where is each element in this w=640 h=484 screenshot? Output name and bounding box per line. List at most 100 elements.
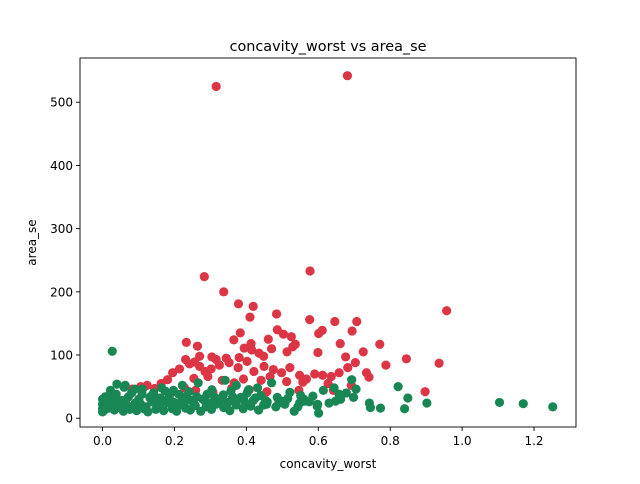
- y-tick-label: 200: [50, 285, 73, 299]
- scatter-point: [420, 387, 430, 397]
- x-tick-label: 0.0: [93, 434, 112, 448]
- scatter-point: [130, 384, 140, 394]
- y-tick-label: 0: [65, 412, 73, 426]
- scatter-point: [239, 343, 249, 353]
- scatter-point: [252, 383, 263, 393]
- scatter-point: [329, 383, 339, 393]
- scatter-point: [442, 306, 452, 316]
- scatter-point: [241, 399, 251, 409]
- scatter-point: [381, 360, 391, 370]
- scatter-point: [434, 358, 444, 368]
- scatter-point: [133, 399, 143, 409]
- scatter-point: [174, 364, 185, 374]
- x-tick-label: 0.6: [309, 434, 328, 448]
- x-axis: 0.0 0.2 0.4 0.6 0.8 1.0 1.2: [93, 427, 544, 448]
- scatter-point: [422, 398, 432, 408]
- scatter-point: [347, 375, 357, 385]
- scatter-point: [401, 354, 411, 364]
- scatter-point: [159, 406, 169, 416]
- chart-title: concavity_worst vs area_se: [230, 39, 427, 55]
- scatter-point: [192, 341, 203, 351]
- scatter-point: [330, 316, 340, 327]
- y-tick-label: 100: [50, 349, 73, 363]
- x-tick-label: 0.2: [165, 434, 184, 448]
- scatter-point: [172, 406, 182, 416]
- scatter-point: [247, 345, 257, 355]
- scatter-point: [375, 403, 386, 413]
- scatter-point: [224, 358, 234, 368]
- scatter-point: [245, 312, 255, 322]
- scatter-point: [494, 397, 505, 408]
- scatter-point: [231, 400, 241, 410]
- scatter-point: [305, 315, 315, 325]
- scatter-point: [278, 329, 289, 339]
- scatter-point: [234, 352, 244, 363]
- y-tick-label: 400: [50, 159, 73, 173]
- scatter-point: [233, 363, 243, 373]
- scatter-point: [259, 400, 269, 410]
- scatter-point: [330, 396, 341, 406]
- scatter-point: [343, 363, 353, 373]
- scatter-point: [238, 374, 249, 384]
- scatter-point: [296, 390, 306, 401]
- scatter-point: [518, 399, 528, 409]
- scatter-point: [318, 385, 328, 396]
- scatter-point: [105, 385, 116, 396]
- scatter-point: [314, 328, 324, 339]
- scatter-point: [310, 369, 320, 379]
- scatter-point: [112, 379, 122, 389]
- scatter-point: [223, 397, 233, 408]
- scatter-point: [250, 393, 260, 403]
- scatter-point: [107, 346, 117, 356]
- x-tick-label: 1.2: [524, 434, 543, 448]
- scatter-point: [174, 389, 184, 399]
- scatter-point: [116, 397, 126, 407]
- scatter-point: [168, 368, 178, 378]
- scatter-point: [375, 339, 385, 349]
- scatter-point: [312, 399, 323, 409]
- scatter-point: [268, 364, 278, 375]
- scatter-point: [235, 328, 245, 338]
- scatter-point: [285, 363, 295, 373]
- scatter-point: [242, 356, 252, 366]
- scatter-point: [334, 389, 344, 399]
- scatter-point: [348, 392, 359, 402]
- scatter-point: [548, 402, 558, 412]
- scatter-point: [351, 384, 361, 394]
- scatter-point: [341, 388, 351, 398]
- scatter-point: [143, 407, 153, 417]
- x-axis-label: concavity_worst: [280, 457, 377, 471]
- scatter-point: [249, 366, 259, 377]
- scatter-point: [266, 344, 277, 354]
- scatter-point: [231, 380, 241, 390]
- scatter-point: [294, 398, 305, 408]
- scatter-point: [318, 370, 328, 380]
- scatter-point: [248, 301, 258, 311]
- x-tick-label: 0.8: [381, 434, 400, 448]
- scatter-point: [326, 371, 336, 382]
- scatter-point: [177, 380, 187, 390]
- scatter-point: [132, 406, 142, 416]
- scatter-point: [341, 352, 351, 362]
- y-tick-label: 300: [50, 222, 73, 236]
- scatter-point: [286, 332, 296, 342]
- scatter-point: [393, 382, 403, 392]
- scatter-point: [263, 334, 273, 344]
- scatter-point: [206, 364, 216, 374]
- scatter-point: [364, 398, 374, 408]
- scatter-point: [211, 81, 221, 92]
- scatter-point: [304, 397, 314, 407]
- scatter-point: [266, 378, 277, 388]
- scatter-point: [233, 299, 244, 309]
- scatter-point: [218, 390, 228, 400]
- scatter-point: [271, 309, 282, 319]
- scatter-point: [199, 272, 209, 282]
- scatter-point: [259, 351, 269, 361]
- scatter-point: [277, 396, 287, 406]
- scatter-point: [364, 372, 374, 382]
- scatter-point: [399, 404, 410, 414]
- points-layer: [97, 71, 558, 418]
- scatter-point: [225, 406, 235, 416]
